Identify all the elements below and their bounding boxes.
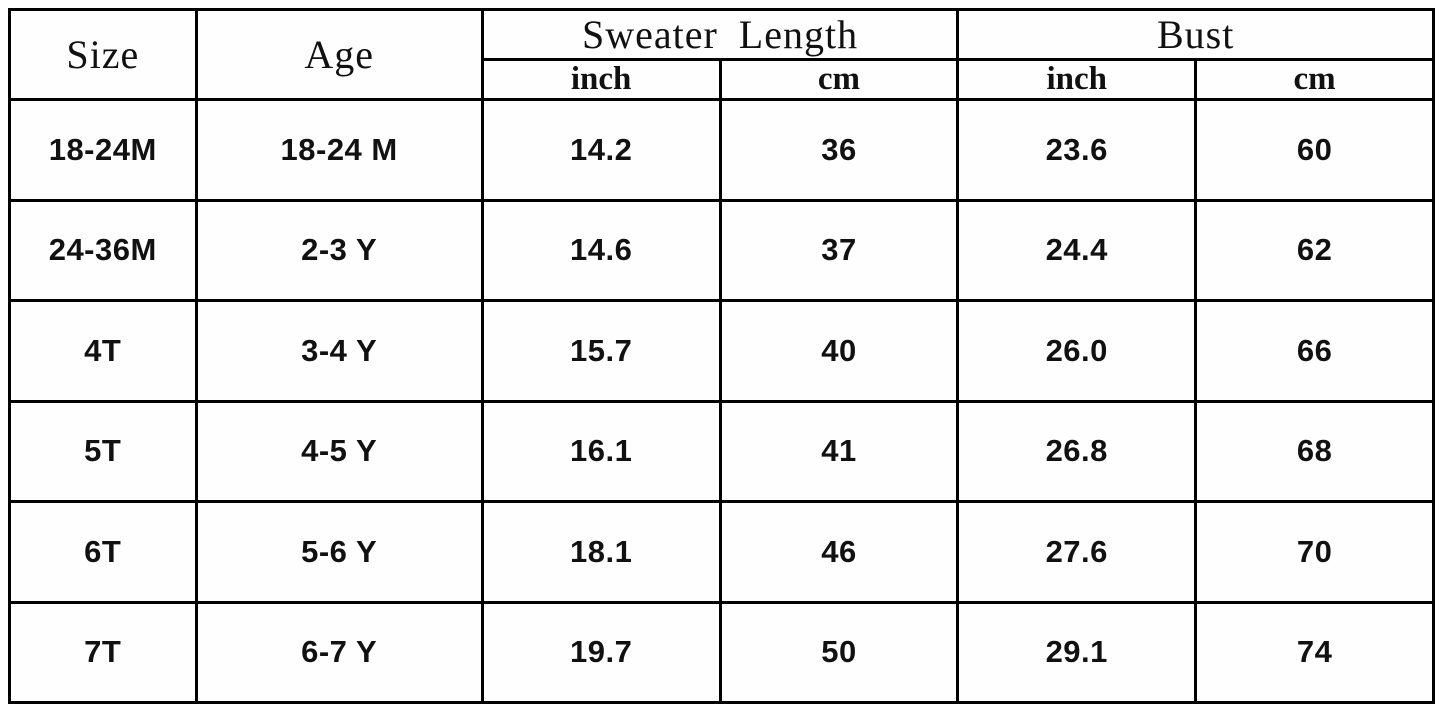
- header-age: Age: [194, 8, 484, 101]
- table-cell: 23.6: [956, 98, 1198, 202]
- table-cell: 7T: [8, 600, 198, 704]
- table-cell: 26.0: [956, 299, 1198, 403]
- table-cell: 60: [1194, 98, 1435, 202]
- table-cell: 16.1: [480, 399, 722, 503]
- table-cell: 24-36M: [8, 198, 198, 302]
- table-cell: 14.6: [480, 198, 722, 302]
- table-cell: 37: [718, 198, 960, 302]
- table-cell: 74: [1194, 600, 1435, 704]
- size-chart-table: Size Age Sweater Length Bust inch cm inc…: [8, 8, 1435, 704]
- table-cell: 50: [718, 600, 960, 704]
- table-cell: 62: [1194, 198, 1435, 302]
- table-row: 18-24M 18-24 M 14.2 36 23.6 60: [8, 98, 1435, 202]
- table-row: 7T 6-7 Y 19.7 50 29.1 74: [8, 600, 1435, 704]
- size-chart: Size Age Sweater Length Bust inch cm inc…: [8, 8, 1435, 704]
- table-cell: 18-24 M: [194, 98, 484, 202]
- table-cell: 40: [718, 299, 960, 403]
- header-row-groups: Size Age Sweater Length Bust: [8, 8, 1435, 101]
- table-cell: 14.2: [480, 98, 722, 202]
- table-cell: 29.1: [956, 600, 1198, 704]
- table-cell: 6T: [8, 500, 198, 604]
- subheader-bust-inch: inch: [956, 58, 1198, 101]
- subheader-sweater-length-inch: inch: [480, 58, 722, 101]
- table-cell: 6-7 Y: [194, 600, 484, 704]
- header-sweater-length: Sweater Length: [480, 8, 960, 61]
- table-cell: 4-5 Y: [194, 399, 484, 503]
- table-row: 6T 5-6 Y 18.1 46 27.6 70: [8, 500, 1435, 604]
- table-cell: 70: [1194, 500, 1435, 604]
- table-cell: 46: [718, 500, 960, 604]
- table-row: 4T 3-4 Y 15.7 40 26.0 66: [8, 299, 1435, 403]
- table-cell: 3-4 Y: [194, 299, 484, 403]
- subheader-bust-cm: cm: [1194, 58, 1435, 101]
- table-cell: 18.1: [480, 500, 722, 604]
- table-cell: 15.7: [480, 299, 722, 403]
- table-row: 24-36M 2-3 Y 14.6 37 24.4 62: [8, 198, 1435, 302]
- table-cell: 27.6: [956, 500, 1198, 604]
- header-size: Size: [8, 8, 198, 101]
- header-row-units: inch cm inch cm: [10, 58, 1435, 101]
- table-cell: 4T: [8, 299, 198, 403]
- table-cell: 41: [718, 399, 960, 503]
- table-cell: 68: [1194, 399, 1435, 503]
- table-cell: 24.4: [956, 198, 1198, 302]
- table-cell: 19.7: [480, 600, 722, 704]
- table-cell: 5T: [8, 399, 198, 503]
- header-bust: Bust: [956, 8, 1435, 61]
- table-cell: 26.8: [956, 399, 1198, 503]
- table-row: 5T 4-5 Y 16.1 41 26.8 68: [8, 399, 1435, 503]
- subheader-sweater-length-cm: cm: [718, 58, 960, 101]
- table-cell: 66: [1194, 299, 1435, 403]
- table-cell: 36: [718, 98, 960, 202]
- table-cell: 18-24M: [8, 98, 198, 202]
- table-cell: 2-3 Y: [194, 198, 484, 302]
- table-cell: 5-6 Y: [194, 500, 484, 604]
